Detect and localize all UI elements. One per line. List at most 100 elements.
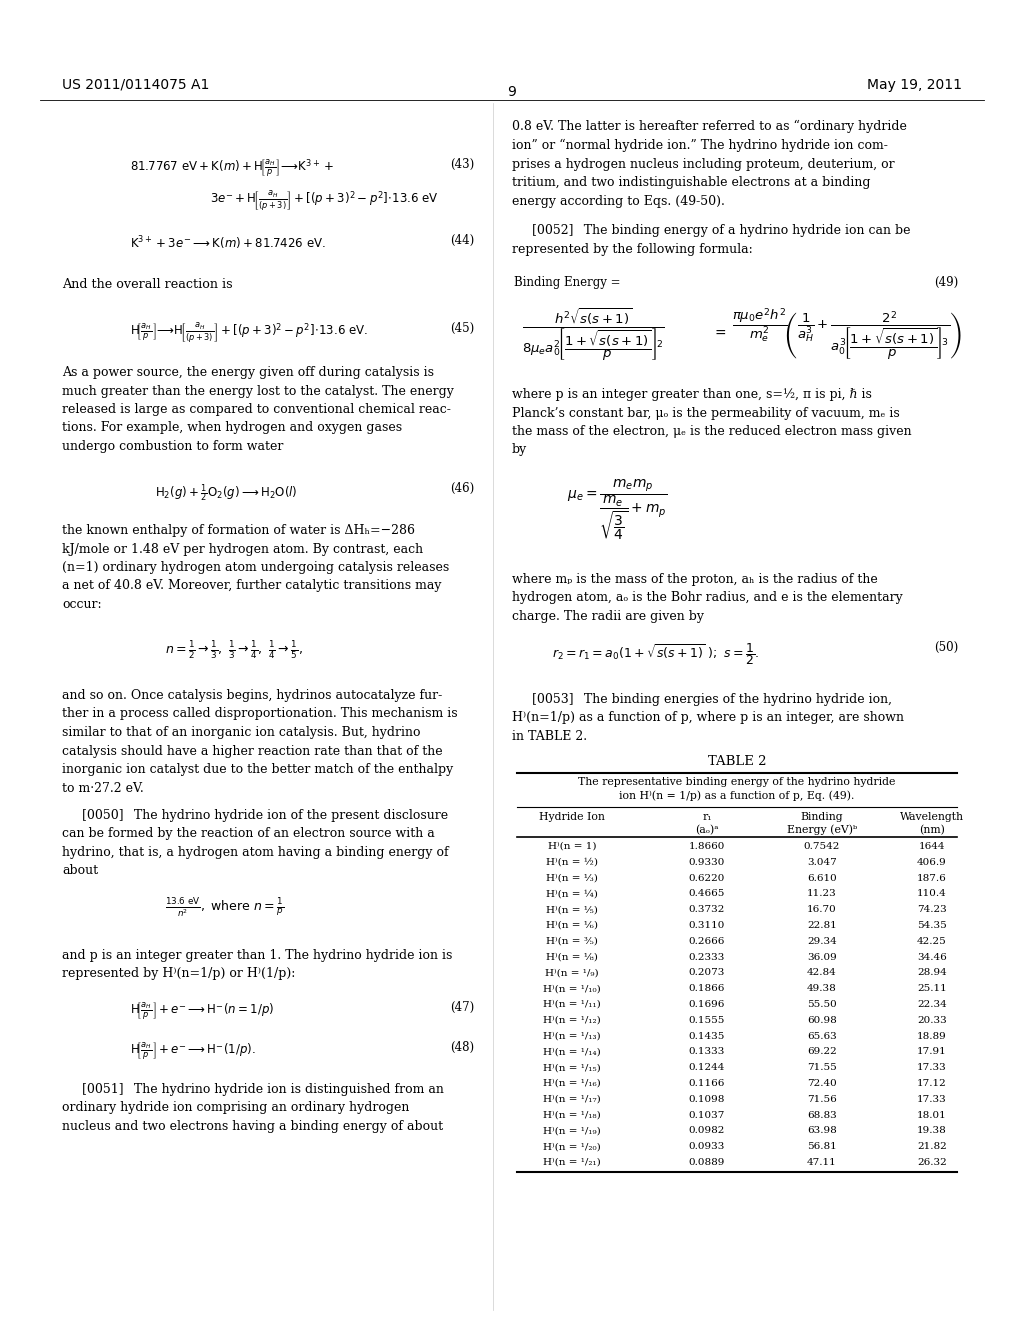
Text: H⁾(n = ¹/₁₆): H⁾(n = ¹/₁₆) <box>543 1078 601 1088</box>
Text: 68.83: 68.83 <box>807 1110 837 1119</box>
Text: H⁾(n = ¹/₁₇): H⁾(n = ¹/₁₇) <box>543 1094 601 1104</box>
Text: 187.6: 187.6 <box>918 874 947 883</box>
Text: 17.91: 17.91 <box>918 1047 947 1056</box>
Text: $\mathrm{H}_2(g) + \frac{1}{2}\mathrm{O}_2(g) \longrightarrow \mathrm{H}_2\mathr: $\mathrm{H}_2(g) + \frac{1}{2}\mathrm{O}… <box>155 482 298 504</box>
Text: 17.33: 17.33 <box>918 1094 947 1104</box>
Text: H⁾(n = ¹/₂₀): H⁾(n = ¹/₂₀) <box>543 1142 601 1151</box>
Text: $=$: $=$ <box>712 325 727 339</box>
Text: 69.22: 69.22 <box>807 1047 837 1056</box>
Text: 6.610: 6.610 <box>807 874 837 883</box>
Text: 16.70: 16.70 <box>807 906 837 915</box>
Text: (46): (46) <box>450 482 474 495</box>
Text: and so on. Once catalysis begins, hydrinos autocatalyze fur-
ther in a process c: and so on. Once catalysis begins, hydrin… <box>62 689 458 795</box>
Text: 26.32: 26.32 <box>918 1158 947 1167</box>
Text: H⁾(n = ⅗): H⁾(n = ⅗) <box>546 937 598 946</box>
Text: 0.1333: 0.1333 <box>689 1047 725 1056</box>
Text: H⁾(n = ⅛): H⁾(n = ⅛) <box>546 953 598 961</box>
Text: 19.38: 19.38 <box>918 1126 947 1135</box>
Text: 42.84: 42.84 <box>807 969 837 977</box>
Text: 29.34: 29.34 <box>807 937 837 946</box>
Text: 25.11: 25.11 <box>918 985 947 993</box>
Text: 0.9330: 0.9330 <box>689 858 725 867</box>
Text: 47.11: 47.11 <box>807 1158 837 1167</box>
Text: 0.3110: 0.3110 <box>689 921 725 931</box>
Text: H⁾(n = ¹/₉): H⁾(n = ¹/₉) <box>545 969 599 977</box>
Text: (49): (49) <box>934 276 958 289</box>
Text: 0.6220: 0.6220 <box>689 874 725 883</box>
Text: Hydride Ion: Hydride Ion <box>539 812 605 822</box>
Text: and p is an integer greater than 1. The hydrino hydride ion is
represented by H⁾: and p is an integer greater than 1. The … <box>62 949 453 981</box>
Text: 0.0982: 0.0982 <box>689 1126 725 1135</box>
Text: 18.89: 18.89 <box>918 1032 947 1040</box>
Text: 1644: 1644 <box>919 842 945 851</box>
Text: 36.09: 36.09 <box>807 953 837 961</box>
Text: 1.8660: 1.8660 <box>689 842 725 851</box>
Text: 18.01: 18.01 <box>918 1110 947 1119</box>
Text: 28.94: 28.94 <box>918 969 947 977</box>
Text: 9: 9 <box>508 84 516 99</box>
Text: (47): (47) <box>450 1001 474 1014</box>
Text: H⁾(n = ¹/₁₈): H⁾(n = ¹/₁₈) <box>543 1110 601 1119</box>
Text: 0.1098: 0.1098 <box>689 1094 725 1104</box>
Text: 54.35: 54.35 <box>918 921 947 931</box>
Text: $\mathrm{K}^{3+} + 3e^{-} \longrightarrow \mathrm{K}(m) + 81.7426\ \mathrm{eV}.$: $\mathrm{K}^{3+} + 3e^{-} \longrightarro… <box>130 234 326 252</box>
Text: $3e^{-} + \mathrm{H}\!\left[\frac{a_H}{(p+3)}\right] + [(p+3)^2 - p^2]\!\cdot\!1: $3e^{-} + \mathrm{H}\!\left[\frac{a_H}{(… <box>210 190 439 213</box>
Text: where mₚ is the mass of the proton, aₕ is the radius of the
hydrogen atom, aₒ is: where mₚ is the mass of the proton, aₕ i… <box>512 573 903 623</box>
Text: 71.55: 71.55 <box>807 1063 837 1072</box>
Text: H⁾(n = ¹/₁₄): H⁾(n = ¹/₁₄) <box>543 1047 601 1056</box>
Text: 0.1166: 0.1166 <box>689 1078 725 1088</box>
Text: [0050]  The hydrino hydride ion of the present disclosure
can be formed by the r: [0050] The hydrino hydride ion of the pr… <box>62 809 449 878</box>
Text: 56.81: 56.81 <box>807 1142 837 1151</box>
Text: H⁾(n = ⅕): H⁾(n = ⅕) <box>546 906 598 915</box>
Text: $\frac{13.6\ \mathrm{eV}}{n^2},\ \mathrm{where}\ n = \frac{1}{p}$: $\frac{13.6\ \mathrm{eV}}{n^2},\ \mathrm… <box>165 898 285 920</box>
Text: 0.2333: 0.2333 <box>689 953 725 961</box>
Text: $\dfrac{h^2\sqrt{s(s+1)}}{8\mu_e a_0^2\!\left[\dfrac{1+\sqrt{s(s+1)}}{p}\right]^: $\dfrac{h^2\sqrt{s(s+1)}}{8\mu_e a_0^2\!… <box>522 306 665 363</box>
Text: 0.3732: 0.3732 <box>689 906 725 915</box>
Text: 22.81: 22.81 <box>807 921 837 931</box>
Text: 20.33: 20.33 <box>918 1016 947 1024</box>
Text: H⁾(n = ¹/₁₅): H⁾(n = ¹/₁₅) <box>543 1063 601 1072</box>
Text: (44): (44) <box>450 234 474 247</box>
Text: $r_2 = r_1 = a_0(1 + \sqrt{s(s+1)}\ );\ s = \dfrac{1}{2}.$: $r_2 = r_1 = a_0(1 + \sqrt{s(s+1)}\ );\ … <box>552 642 760 667</box>
Text: 0.0933: 0.0933 <box>689 1142 725 1151</box>
Text: H⁾(n = ⅙): H⁾(n = ⅙) <box>546 921 598 931</box>
Text: $n = \frac{1}{2} \rightarrow \frac{1}{3},\ \frac{1}{3} \rightarrow \frac{1}{4},\: $n = \frac{1}{2} \rightarrow \frac{1}{3}… <box>165 639 303 661</box>
Text: Wavelength
(nm): Wavelength (nm) <box>900 812 964 834</box>
Text: 0.1435: 0.1435 <box>689 1032 725 1040</box>
Text: 0.2666: 0.2666 <box>689 937 725 946</box>
Text: (48): (48) <box>450 1041 474 1053</box>
Text: H⁾(n = ¹/₂₁): H⁾(n = ¹/₂₁) <box>543 1158 601 1167</box>
Text: $81.7767\ \mathrm{eV} + \mathrm{K}(m) + \mathrm{H}\!\left[\frac{a_H}{p}\right]\!: $81.7767\ \mathrm{eV} + \mathrm{K}(m) + … <box>130 158 334 180</box>
Text: 0.7542: 0.7542 <box>804 842 840 851</box>
Text: 0.1866: 0.1866 <box>689 985 725 993</box>
Text: [0053]  The binding energies of the hydrino hydride ion,
H⁾(n=1/p) as a function: [0053] The binding energies of the hydri… <box>512 693 904 743</box>
Text: Binding Energy =: Binding Energy = <box>514 276 621 289</box>
Text: H⁾(n = ⅓): H⁾(n = ⅓) <box>546 874 598 883</box>
Text: 71.56: 71.56 <box>807 1094 837 1104</box>
Text: H⁾(n = ¹/₁₃): H⁾(n = ¹/₁₃) <box>543 1032 601 1040</box>
Text: May 19, 2011: May 19, 2011 <box>867 78 962 92</box>
Text: 17.12: 17.12 <box>918 1078 947 1088</box>
Text: $\mathrm{H}\!\left[\frac{a_H}{p}\right]\!\longrightarrow\!\mathrm{H}\!\left[\fra: $\mathrm{H}\!\left[\frac{a_H}{p}\right]\… <box>130 322 369 345</box>
Text: 0.1696: 0.1696 <box>689 1001 725 1008</box>
Text: 0.2073: 0.2073 <box>689 969 725 977</box>
Text: 11.23: 11.23 <box>807 890 837 899</box>
Text: H⁾(n = ¹/₁₂): H⁾(n = ¹/₁₂) <box>543 1016 601 1024</box>
Text: H⁾(n = ¹/₁₁): H⁾(n = ¹/₁₁) <box>543 1001 601 1008</box>
Text: 0.8 eV. The latter is hereafter referred to as “ordinary hydride
ion” or “normal: 0.8 eV. The latter is hereafter referred… <box>512 120 907 207</box>
Text: 55.50: 55.50 <box>807 1001 837 1008</box>
Text: 0.4665: 0.4665 <box>689 890 725 899</box>
Text: And the overall reaction is: And the overall reaction is <box>62 279 232 290</box>
Text: 0.1555: 0.1555 <box>689 1016 725 1024</box>
Text: US 2011/0114075 A1: US 2011/0114075 A1 <box>62 78 209 92</box>
Text: 3.047: 3.047 <box>807 858 837 867</box>
Text: (43): (43) <box>450 158 474 172</box>
Text: the known enthalpy of formation of water is ΔHₕ=−286
kJ/mole or 1.48 eV per hydr: the known enthalpy of formation of water… <box>62 524 450 611</box>
Text: 42.25: 42.25 <box>918 937 947 946</box>
Text: 63.98: 63.98 <box>807 1126 837 1135</box>
Text: 74.23: 74.23 <box>918 906 947 915</box>
Text: H⁾(n = ¼): H⁾(n = ¼) <box>546 890 598 899</box>
Text: 21.82: 21.82 <box>918 1142 947 1151</box>
Text: 60.98: 60.98 <box>807 1016 837 1024</box>
Text: 0.0889: 0.0889 <box>689 1158 725 1167</box>
